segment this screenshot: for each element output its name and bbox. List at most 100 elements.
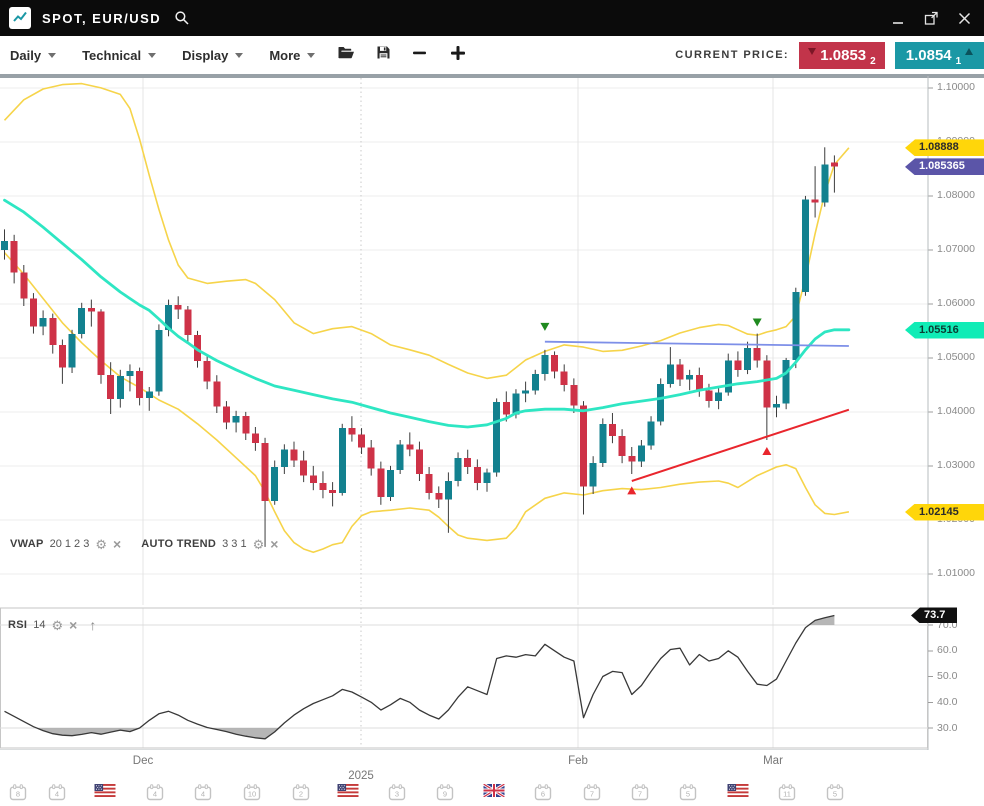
menu-technical-label: Technical [82, 47, 142, 63]
y-axis-label: 1.08000 [937, 189, 975, 202]
rsi-axis-label: 60.0 [937, 644, 958, 657]
menu-display-label: Display [182, 47, 229, 63]
price-chart-canvas[interactable] [0, 76, 984, 750]
menu-timeframe[interactable]: Daily [10, 48, 57, 63]
gear-icon[interactable]: ⚙ [51, 617, 64, 633]
event-calendar-icon[interactable]: 5 [679, 784, 697, 806]
y-axis-label: 1.03000 [937, 459, 975, 472]
rsi-axis-label: 30.0 [937, 721, 958, 734]
event-calendar-icon[interactable]: 5 [826, 784, 844, 806]
event-flag-us-icon[interactable] [337, 784, 359, 802]
save-icon[interactable] [376, 45, 391, 65]
minimize-icon[interactable] [890, 10, 906, 26]
tick-down-icon [808, 47, 817, 55]
svg-text:2: 2 [299, 789, 303, 798]
event-calendar-icon[interactable]: 7 [583, 784, 601, 806]
event-calendar-icon[interactable]: 9 [436, 784, 454, 806]
chevron-down-icon [48, 52, 57, 58]
svg-text:3: 3 [395, 789, 399, 798]
remove-indicator-icon[interactable]: × [69, 616, 78, 633]
title-bar: SPOT, EUR/USD [0, 0, 984, 36]
chevron-down-icon [307, 52, 316, 58]
y-axis-label: 1.07000 [937, 243, 975, 256]
x-axis-label: Dec [132, 755, 154, 767]
svg-text:4: 4 [153, 789, 157, 798]
autotrend-legend-label: AUTO TREND [141, 538, 217, 550]
remove-indicator-icon[interactable]: × [113, 535, 122, 552]
event-calendar-icon[interactable]: 10 [243, 784, 261, 806]
search-icon[interactable] [174, 10, 190, 26]
event-calendar-icon[interactable]: 4 [48, 784, 66, 806]
event-flag-us-icon[interactable] [94, 784, 116, 802]
menu-technical[interactable]: Technical [82, 47, 157, 63]
chart-top-divider [0, 74, 984, 78]
event-flag-uk-icon[interactable] [482, 782, 506, 802]
zoom-in-icon[interactable] [449, 44, 467, 67]
rsi-legend-params: 14 [33, 619, 46, 631]
rsi-legend-label: RSI [8, 619, 28, 631]
svg-text:5: 5 [686, 789, 690, 798]
y-axis-label: 1.04000 [937, 405, 975, 418]
price-badge: 1.02145 [905, 503, 984, 521]
svg-text:6: 6 [541, 789, 545, 798]
rsi-axis-label: 40.0 [937, 695, 958, 708]
event-calendar-icon[interactable]: 4 [146, 784, 164, 806]
svg-text:9: 9 [443, 789, 447, 798]
close-icon[interactable] [956, 10, 972, 26]
svg-text:7: 7 [590, 789, 594, 798]
menu-more[interactable]: More [269, 47, 316, 63]
current-price-label: CURRENT PRICE: [675, 49, 789, 61]
tick-up-icon [965, 47, 974, 55]
autotrend-legend-params: 3 3 1 [222, 538, 247, 550]
y-axis-label: 1.10000 [937, 81, 975, 94]
popout-icon[interactable] [923, 10, 939, 26]
event-calendar-icon[interactable]: 2 [292, 784, 310, 806]
y-axis-label: 1.01000 [937, 567, 975, 580]
rsi-legend: RSI 14 ⚙ × ↑ [8, 617, 96, 633]
event-calendar-icon[interactable]: 8 [9, 784, 27, 806]
ask-price-value: 1.0854 [905, 46, 952, 64]
current-price-cluster: CURRENT PRICE: 1.0853 2 1.0854 1 [675, 36, 984, 74]
vwap-legend-params: 20 1 2 3 [49, 538, 90, 550]
price-badge: 1.08888 [905, 139, 984, 157]
rsi-axis-label: 50.0 [937, 670, 958, 682]
event-calendar-icon[interactable]: 7 [631, 784, 649, 806]
zoom-out-icon[interactable] [412, 45, 428, 66]
menu-display[interactable]: Display [182, 47, 244, 63]
bid-price-value: 1.0853 [820, 46, 867, 64]
ask-price-pip: 1 [955, 55, 962, 67]
y-axis-label: 1.05000 [937, 351, 975, 364]
event-calendar-icon[interactable]: 4 [194, 784, 212, 806]
bid-price-pip: 2 [870, 55, 876, 67]
event-calendar-icon[interactable]: 6 [534, 784, 552, 806]
toolbar: Daily Technical Display More [0, 36, 984, 74]
gear-icon[interactable]: ⚙ [252, 536, 265, 552]
toolbar-icons [337, 44, 467, 67]
event-flag-us-icon[interactable] [727, 784, 749, 802]
rsi-value-badge: 73.7 [911, 607, 957, 624]
gear-icon[interactable]: ⚙ [95, 536, 108, 552]
window-controls [890, 0, 972, 36]
event-calendar-icon[interactable]: 11 [778, 784, 796, 806]
menu-more-label: More [269, 47, 301, 63]
x-axis-label: Feb [568, 755, 588, 767]
x-axis-label: Mar [763, 755, 783, 767]
svg-text:10: 10 [248, 789, 256, 798]
svg-text:8: 8 [16, 789, 20, 798]
price-badge: 1.085365 [905, 158, 984, 176]
bid-price-badge[interactable]: 1.0853 2 [799, 41, 885, 69]
svg-text:5: 5 [833, 789, 837, 798]
svg-text:11: 11 [783, 789, 791, 798]
x-axis-label: 2025 [348, 770, 374, 782]
svg-text:7: 7 [638, 789, 642, 798]
window-title: SPOT, EUR/USD [42, 10, 162, 26]
chevron-down-icon [235, 52, 244, 58]
svg-text:4: 4 [55, 789, 59, 798]
y-axis-label: 1.06000 [937, 297, 975, 310]
ask-price-badge[interactable]: 1.0854 1 [895, 41, 984, 69]
event-calendar-icon[interactable]: 3 [388, 784, 406, 806]
move-panel-up-icon[interactable]: ↑ [89, 617, 97, 633]
open-folder-icon[interactable] [337, 45, 355, 65]
remove-indicator-icon[interactable]: × [270, 535, 279, 552]
